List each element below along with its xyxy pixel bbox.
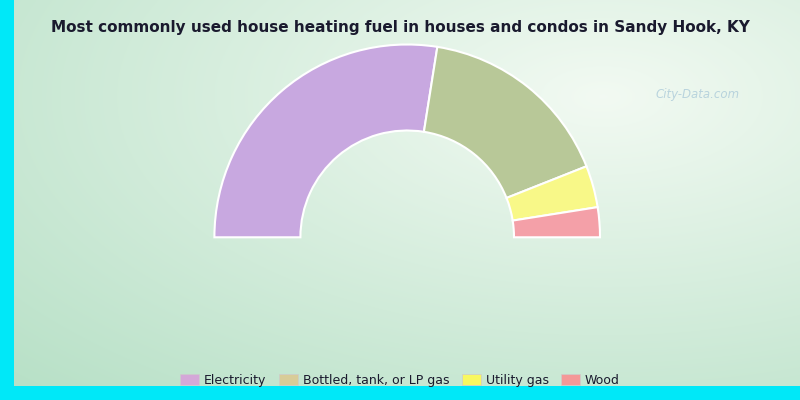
Wedge shape [424, 47, 586, 198]
Wedge shape [214, 44, 438, 237]
Wedge shape [506, 166, 598, 220]
Text: City-Data.com: City-Data.com [656, 88, 740, 101]
Legend: Electricity, Bottled, tank, or LP gas, Utility gas, Wood: Electricity, Bottled, tank, or LP gas, U… [175, 369, 625, 392]
Text: Most commonly used house heating fuel in houses and condos in Sandy Hook, KY: Most commonly used house heating fuel in… [50, 20, 750, 35]
Wedge shape [513, 207, 600, 237]
